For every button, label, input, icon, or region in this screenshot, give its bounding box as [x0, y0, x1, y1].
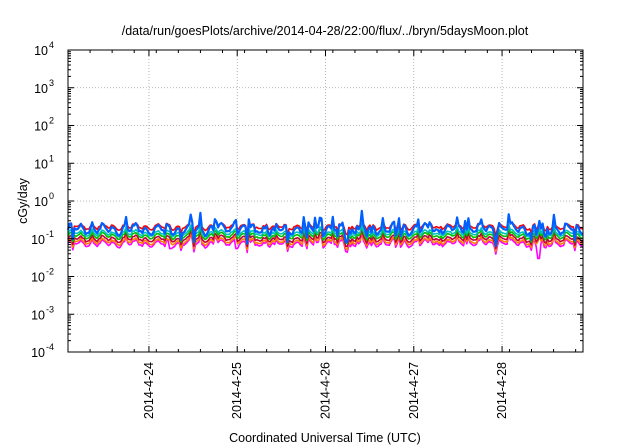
x-axis-label: Coordinated Universal Time (UTC) [229, 431, 421, 445]
x-tick-label: 2014-4-25 [230, 362, 244, 419]
y-tick-label: 10-2 [31, 267, 54, 285]
series-line-6 [66, 209, 584, 248]
grid [68, 50, 583, 352]
y-tick-label: 10-4 [31, 342, 54, 360]
y-tick-label: 10-1 [31, 229, 54, 247]
x-tick-label: 2014-4-26 [319, 362, 333, 419]
y-tick-label: 100 [34, 191, 54, 209]
y-tick-label: 10-3 [31, 304, 54, 322]
y-ticks: 10-4 10-3 10-2 10-1 100 101 102 103 104 [31, 40, 583, 360]
x-tick-label: 2014-4-24 [142, 362, 156, 419]
y-axis-label: cGy/day [16, 177, 30, 224]
x-tick-label: 2014-4-27 [407, 362, 421, 419]
y-tick-label: 101 [34, 153, 54, 171]
y-tick-label: 102 [34, 116, 54, 134]
y-tick-label: 104 [34, 40, 54, 58]
x-tick-label: 2014-4-28 [495, 362, 509, 419]
chart-title: /data/run/goesPlots/archive/2014-04-28/2… [122, 24, 529, 38]
x-ticks: 2014-4-24 2014-4-25 2014-4-26 2014-4-27 2014… [67, 50, 577, 419]
y-tick-label: 103 [34, 78, 54, 96]
series-group [66, 209, 584, 260]
